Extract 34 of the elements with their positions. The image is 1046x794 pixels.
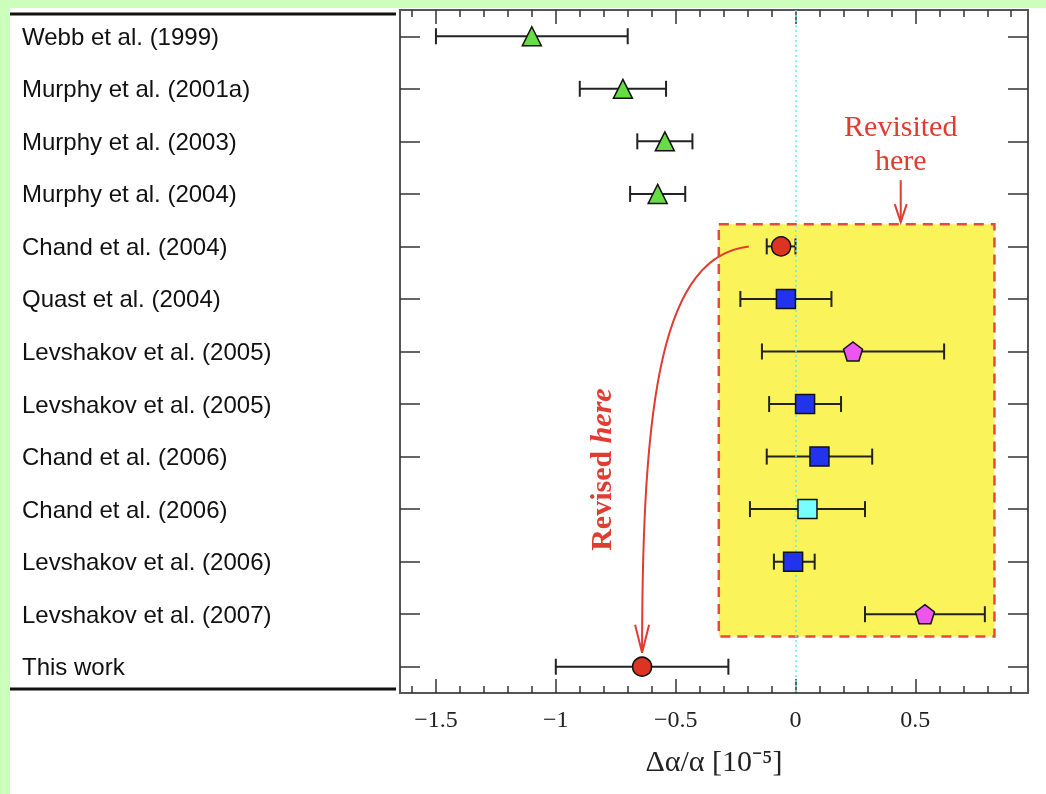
point (842, 341, 864, 362)
y-tick-label: Murphy et al. (2001a) (22, 75, 251, 103)
y-tick-label: Levshakov et al. (2005) (22, 338, 272, 365)
band-label: Revisited here (844, 108, 958, 176)
point (612, 78, 634, 100)
point (521, 26, 543, 47)
x-axis-title: Δα/α [10⁻⁵] (645, 743, 783, 777)
point (654, 131, 676, 152)
x-tick-label: −0.5 (653, 706, 698, 732)
y-tick-label: Webb et al. (1999) (22, 22, 220, 50)
point (631, 656, 653, 677)
y-tick-label: This work (22, 653, 126, 681)
point (775, 288, 797, 310)
x-tick-label: 0 (789, 706, 802, 732)
y-tick-label: Chand et al. (2006) (22, 495, 228, 523)
point (914, 603, 936, 625)
y-tick-label: Murphy et al. (2004) (22, 180, 237, 208)
point (809, 446, 830, 467)
point (770, 236, 792, 257)
y-tick-label: Chand et al. (2004) (22, 232, 228, 260)
x-tick-label: 0.5 (900, 706, 931, 732)
y-tick-label: Levshakov et al. (2005) (22, 390, 272, 418)
point (794, 393, 816, 415)
x-tick-label: −1 (543, 706, 569, 732)
point (782, 551, 804, 572)
point (647, 183, 668, 205)
y-tick-label: Levshakov et al. (2007) (22, 600, 272, 628)
point (797, 498, 818, 520)
annotation: Revised here (583, 388, 617, 551)
y-tick-label: Levshakov et al. (2006) (22, 548, 272, 576)
x-tick-label: −1.5 (414, 706, 458, 732)
y-tick-label: Murphy et al. (2003) (22, 127, 237, 155)
y-tick-label: Chand et al. (2006) (22, 443, 228, 471)
y-tick-label: Quast et al. (2004) (22, 285, 221, 313)
